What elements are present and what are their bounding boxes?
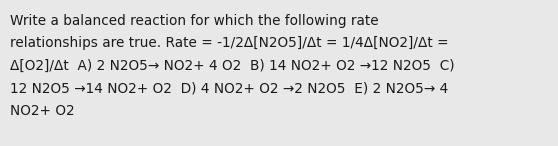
Text: relationships are true. Rate = -1/2Δ[N2O5]/Δt = 1/4Δ[NO2]/Δt =: relationships are true. Rate = -1/2Δ[N2O… — [10, 36, 449, 51]
Text: Δ[O2]/Δt  A) 2 N2O5→ NO2+ 4 O2  B) 14 NO2+ O2 →12 N2O5  C): Δ[O2]/Δt A) 2 N2O5→ NO2+ 4 O2 B) 14 NO2+… — [10, 59, 455, 73]
Text: Write a balanced reaction for which the following rate: Write a balanced reaction for which the … — [10, 14, 379, 28]
Text: NO2+ O2: NO2+ O2 — [10, 104, 75, 118]
Text: 12 N2O5 →14 NO2+ O2  D) 4 NO2+ O2 →2 N2O5  E) 2 N2O5→ 4: 12 N2O5 →14 NO2+ O2 D) 4 NO2+ O2 →2 N2O5… — [10, 81, 448, 95]
